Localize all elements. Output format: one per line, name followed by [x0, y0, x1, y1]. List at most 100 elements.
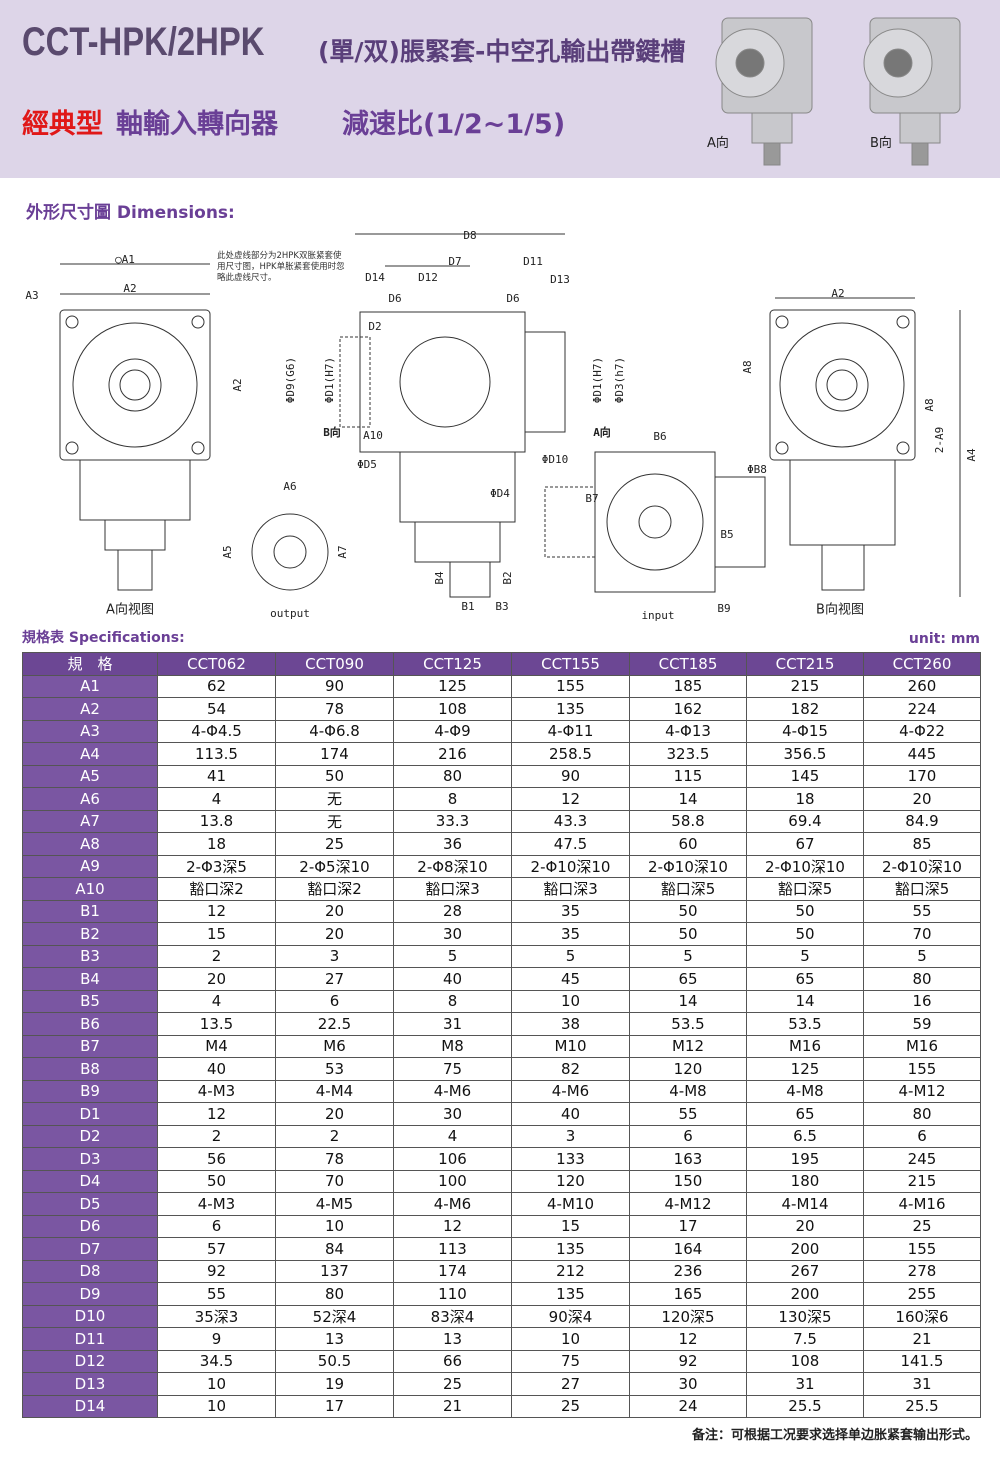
cell: 54 [157, 697, 276, 721]
row-header: D8 [22, 1259, 158, 1283]
cell: 4-M8 [746, 1079, 864, 1103]
row-header: D6 [22, 1214, 158, 1238]
dimension-label: ΦD1(H7) [591, 357, 604, 403]
table-row: D9 55 80 110 135 165 200 255 [22, 1282, 981, 1306]
cell: 267 [746, 1259, 864, 1283]
cell: 豁口深5 [746, 877, 864, 901]
row-header: B2 [22, 922, 158, 946]
subtitle: 軸輸入轉向器 [116, 109, 278, 140]
table-row: A1 62 90 125 155 185 215 260 [22, 674, 981, 698]
cell: 7.5 [746, 1327, 864, 1351]
cell: 50 [157, 1169, 276, 1193]
cell: 20 [275, 899, 394, 923]
cell: 83深4 [393, 1304, 512, 1328]
cell: 80 [393, 764, 512, 788]
cell: 2 [157, 944, 276, 968]
row-header: B9 [22, 1079, 158, 1103]
cell: 8 [393, 989, 512, 1013]
cell: 50 [629, 922, 747, 946]
cell: 108 [746, 1349, 864, 1373]
cell: 59 [863, 1012, 981, 1036]
cell: 113.5 [157, 742, 276, 766]
cell: 25 [863, 1214, 981, 1238]
cell: 4-M3 [157, 1192, 276, 1216]
cell: 215 [746, 674, 864, 698]
cell: 163 [629, 1147, 747, 1171]
title: CCT-HPK/2HPK [22, 20, 265, 64]
cell: 53.5 [746, 1012, 864, 1036]
image-label: B向 [870, 136, 892, 151]
dimension-label: B9 [717, 602, 730, 615]
table-row: D10 35深3 52深4 83深4 90深4 120深5 130深5 160深6 [22, 1304, 981, 1328]
cell: 4 [157, 787, 276, 811]
cell: 185 [629, 674, 747, 698]
cell: 4-Φ13 [629, 719, 747, 743]
table-row: D2 2 2 4 3 6 6.5 6 [22, 1124, 981, 1148]
column-header: CCT090 [275, 652, 394, 676]
table-row: D5 4-M3 4-M5 4-M6 4-M10 4-M12 4-M14 4-M16 [22, 1192, 981, 1216]
cell: 100 [393, 1169, 512, 1193]
dimension-label: input [641, 609, 674, 622]
cell: 4-M6 [393, 1079, 512, 1103]
cell: 258.5 [511, 742, 630, 766]
cell: 豁口深2 [275, 877, 394, 901]
cell: 12 [157, 1102, 276, 1126]
row-header: D3 [22, 1147, 158, 1171]
cell: 75 [393, 1057, 512, 1081]
cell: 180 [746, 1169, 864, 1193]
cell: 70 [863, 922, 981, 946]
cell: 28 [393, 899, 512, 923]
cell: 65 [746, 967, 864, 991]
dimension-label: 2-A9 [933, 427, 946, 454]
cell: 55 [863, 899, 981, 923]
cell: 34.5 [157, 1349, 276, 1373]
cell: 56 [157, 1147, 276, 1171]
cell: 38 [511, 1012, 630, 1036]
dimension-label: A2 [123, 282, 136, 295]
cell: 10 [275, 1214, 394, 1238]
ratio: 減速比(1/2~1/5) [342, 109, 566, 140]
cell: 20 [863, 787, 981, 811]
cell: 43.3 [511, 809, 630, 833]
cell: 165 [629, 1282, 747, 1306]
dimension-label: D12 [418, 271, 438, 284]
cell: M16 [746, 1034, 864, 1058]
column-header: CCT260 [863, 652, 981, 676]
cell: 10 [157, 1372, 276, 1396]
row-header: A7 [22, 809, 158, 833]
cell: 80 [863, 967, 981, 991]
cell: 82 [511, 1057, 630, 1081]
table-row: D6 6 10 12 15 17 20 25 [22, 1214, 981, 1238]
cell: 14 [746, 989, 864, 1013]
cell: 4-Φ15 [746, 719, 864, 743]
table-row: B4 20 27 40 45 65 65 80 [22, 967, 981, 991]
table-row: D14 10 17 21 25 24 25.5 25.5 [22, 1394, 981, 1418]
row-header: D2 [22, 1124, 158, 1148]
cell: 4-M12 [863, 1079, 981, 1103]
cell: 2 [157, 1124, 276, 1148]
cell: 19 [275, 1372, 394, 1396]
cell: 4-Φ9 [393, 719, 512, 743]
dimension-label: B7 [585, 492, 598, 505]
cell: 25.5 [746, 1394, 864, 1418]
cell: 162 [629, 697, 747, 721]
table-row: B6 13.5 22.5 31 38 53.5 53.5 59 [22, 1012, 981, 1036]
cell: 21 [863, 1327, 981, 1351]
cell: 20 [157, 967, 276, 991]
unit: unit: mm [908, 631, 980, 647]
cell: 84.9 [863, 809, 981, 833]
cell: 9 [157, 1327, 276, 1351]
cell: 13.5 [157, 1012, 276, 1036]
table-row: D11 9 13 13 10 12 7.5 21 [22, 1327, 981, 1351]
cell: 212 [511, 1259, 630, 1283]
cell: 65 [629, 967, 747, 991]
cell: 216 [393, 742, 512, 766]
cell: 50 [275, 764, 394, 788]
cell: 31 [863, 1372, 981, 1396]
cell: 5 [629, 944, 747, 968]
cell: 53.5 [629, 1012, 747, 1036]
table-row: A6 4 无 8 12 14 18 20 [22, 787, 981, 811]
cell: M4 [157, 1034, 276, 1058]
title-suffix: (單/双)脹緊套-中空孔輸出帶鍵槽 [318, 37, 686, 66]
spec-table: 規 格 CCT062 CCT090 CCT125 CCT155 CCT185 CCT215 C… [22, 652, 981, 1418]
